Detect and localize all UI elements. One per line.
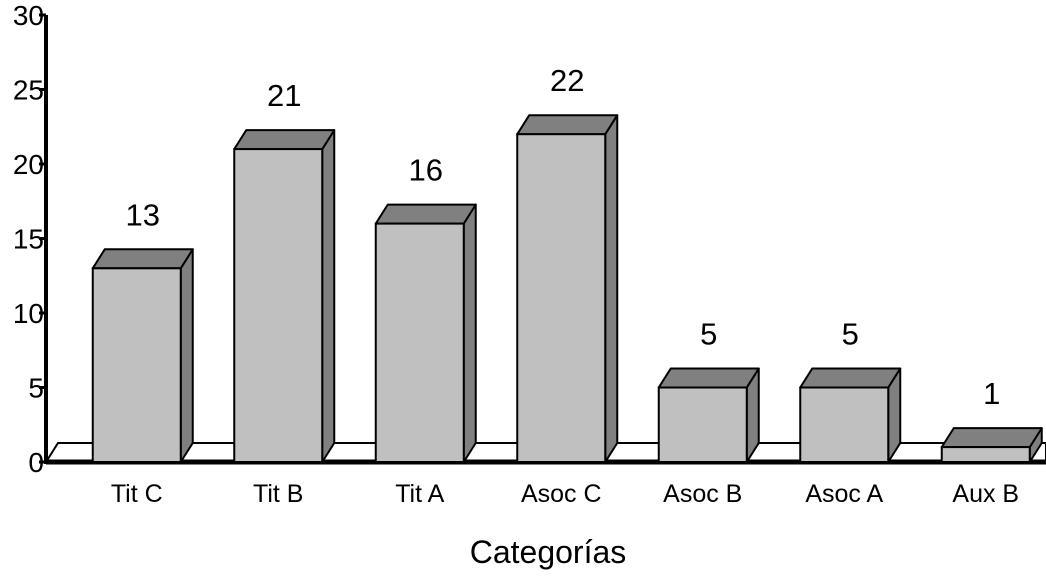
- bar-asoc-c: [516, 114, 619, 463]
- bar-side-face: [321, 129, 336, 463]
- bar-front-face: [374, 222, 465, 463]
- category-label: Asoc C: [521, 480, 602, 508]
- bar-front-face: [516, 133, 607, 463]
- y-tick-label: 10: [13, 298, 44, 329]
- bar-top-face: [516, 114, 619, 136]
- bar-front-face: [233, 148, 324, 463]
- category-label: Tit B: [253, 480, 303, 508]
- bar-top-face: [91, 248, 194, 270]
- bar-top-face: [233, 129, 336, 151]
- bar-top-face: [657, 367, 760, 389]
- bar-front-face: [657, 386, 748, 463]
- bar-asoc-a: [799, 367, 902, 463]
- y-tick-label: 30: [13, 0, 44, 31]
- bar-tit-c: [91, 248, 194, 463]
- bar-front-face: [799, 386, 890, 463]
- category-label: Asoc A: [805, 480, 883, 508]
- y-tick-label: 25: [13, 75, 44, 106]
- data-label: 21: [267, 78, 301, 113]
- data-label: 22: [550, 63, 584, 98]
- category-label: Aux B: [952, 480, 1019, 508]
- bar-front-face: [91, 267, 182, 463]
- bar-aux-b: [940, 427, 1043, 464]
- bar-asoc-b: [657, 367, 760, 463]
- y-tick-label: 0: [28, 447, 44, 478]
- bar-top-face: [940, 427, 1043, 449]
- y-tick-label: 20: [13, 149, 44, 180]
- data-label: 1: [983, 376, 1000, 411]
- y-tick-label: 15: [13, 224, 44, 255]
- labels: 13 Tit C 21 Tit B 16 Tit A 22 Asoc C 5 Asoc B 5 Aso…: [111, 63, 1019, 508]
- data-label: 13: [126, 197, 160, 232]
- bar-tit-b: [233, 129, 336, 463]
- bar-tit-a: [374, 203, 477, 463]
- category-label: Asoc B: [663, 480, 742, 508]
- bar-side-face: [462, 203, 477, 463]
- data-label: 5: [700, 317, 717, 352]
- y-tick-label: 5: [28, 373, 44, 404]
- bar-top-face: [374, 203, 477, 225]
- axes: 0 5 10 15 20 25 30: [13, 0, 48, 478]
- bars: [91, 114, 1043, 464]
- category-label: Tit A: [395, 480, 444, 508]
- data-label: 16: [409, 153, 443, 188]
- x-axis-title: Categorías: [470, 534, 627, 570]
- bar-top-face: [799, 367, 902, 389]
- bar-front-face: [940, 446, 1031, 464]
- bar-side-face: [179, 248, 194, 463]
- category-label: Tit C: [111, 480, 163, 508]
- data-label: 5: [842, 317, 859, 352]
- bar-side-face: [604, 114, 619, 463]
